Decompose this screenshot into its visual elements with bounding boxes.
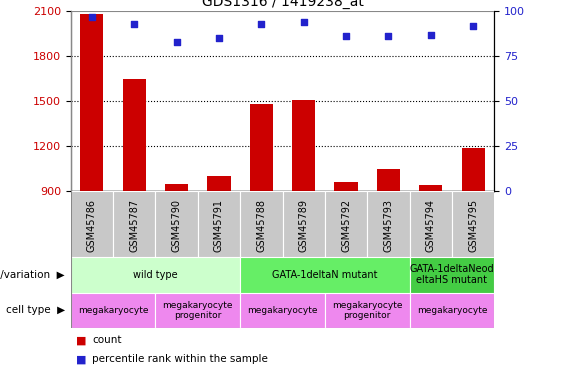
Bar xyxy=(71,257,240,292)
Bar xyxy=(410,257,494,292)
Bar xyxy=(462,148,485,191)
Point xyxy=(215,35,224,41)
Bar xyxy=(334,182,358,191)
Bar xyxy=(419,185,442,191)
Text: megakaryocyte: megakaryocyte xyxy=(247,306,318,315)
Bar xyxy=(282,191,325,257)
Bar xyxy=(367,191,410,257)
Text: GSM45787: GSM45787 xyxy=(129,199,139,252)
Text: megakaryocyte
progenitor: megakaryocyte progenitor xyxy=(332,301,402,320)
Bar xyxy=(377,169,400,191)
Text: GSM45794: GSM45794 xyxy=(426,199,436,252)
Text: GSM45793: GSM45793 xyxy=(384,199,393,252)
Bar xyxy=(240,257,410,292)
Point xyxy=(384,33,393,39)
Point xyxy=(299,19,308,25)
Point xyxy=(257,21,266,27)
Bar xyxy=(165,184,188,191)
Bar xyxy=(240,191,282,257)
Bar xyxy=(123,79,146,191)
Text: GSM45795: GSM45795 xyxy=(468,199,478,252)
Bar xyxy=(250,104,273,191)
Text: GSM45788: GSM45788 xyxy=(257,199,266,252)
Title: GDS1316 / 1419238_at: GDS1316 / 1419238_at xyxy=(202,0,363,9)
Text: megakaryocyte: megakaryocyte xyxy=(417,306,487,315)
Text: megakaryocyte: megakaryocyte xyxy=(78,306,148,315)
Point xyxy=(87,13,96,20)
Text: megakaryocyte
progenitor: megakaryocyte progenitor xyxy=(163,301,233,320)
Bar xyxy=(71,292,155,328)
Bar xyxy=(71,191,113,257)
Point xyxy=(172,39,181,45)
Bar xyxy=(325,191,367,257)
Text: cell type  ▶: cell type ▶ xyxy=(6,305,65,315)
Point xyxy=(426,32,435,38)
Text: GSM45789: GSM45789 xyxy=(299,199,308,252)
Text: genotype/variation  ▶: genotype/variation ▶ xyxy=(0,270,65,280)
Text: wild type: wild type xyxy=(133,270,177,280)
Text: ■: ■ xyxy=(76,335,90,345)
Text: ■: ■ xyxy=(76,354,90,364)
Text: GSM45790: GSM45790 xyxy=(172,199,181,252)
Text: percentile rank within the sample: percentile rank within the sample xyxy=(92,354,268,364)
Bar xyxy=(207,176,231,191)
Text: GATA-1deltaNeod
eltaHS mutant: GATA-1deltaNeod eltaHS mutant xyxy=(410,264,494,285)
Text: count: count xyxy=(92,335,121,345)
Bar xyxy=(113,191,155,257)
Text: GSM45792: GSM45792 xyxy=(341,199,351,252)
Bar xyxy=(452,191,494,257)
Text: GSM45786: GSM45786 xyxy=(87,199,97,252)
Bar xyxy=(240,292,325,328)
Point xyxy=(341,33,350,39)
Point xyxy=(469,22,478,28)
Text: GSM45791: GSM45791 xyxy=(214,199,224,252)
Bar xyxy=(155,191,198,257)
Bar xyxy=(325,292,410,328)
Point xyxy=(129,21,139,27)
Bar xyxy=(410,292,494,328)
Bar xyxy=(80,14,103,191)
Text: GATA-1deltaN mutant: GATA-1deltaN mutant xyxy=(272,270,377,280)
Bar xyxy=(155,292,240,328)
Bar xyxy=(410,191,452,257)
Bar xyxy=(198,191,240,257)
Bar xyxy=(292,100,315,191)
